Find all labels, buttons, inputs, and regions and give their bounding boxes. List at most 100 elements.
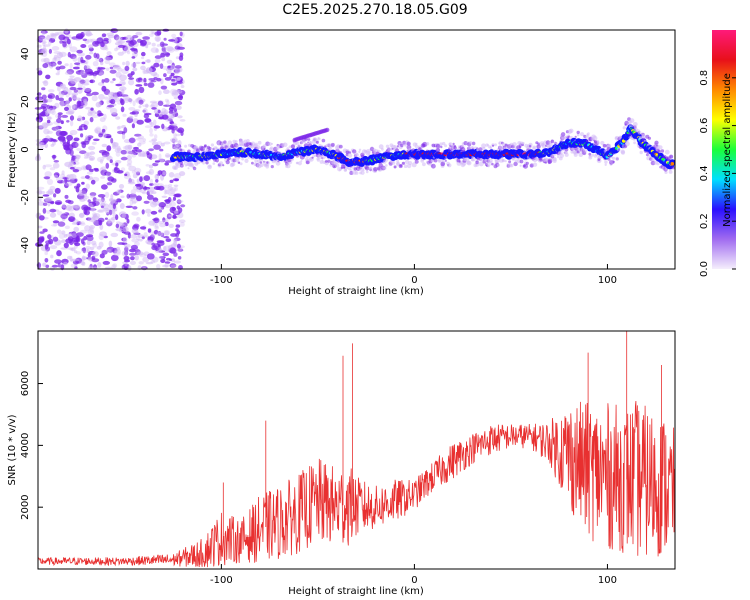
- ridge-halo: [212, 162, 216, 165]
- noise-speck: [146, 188, 150, 192]
- noise-speck: [129, 48, 138, 51]
- noise-speck: [86, 171, 93, 175]
- ridge-halo: [545, 140, 551, 145]
- ridge-halo: [588, 152, 592, 156]
- noise-speck: [175, 224, 181, 228]
- noise-speck: [140, 65, 146, 71]
- noise-speck: [99, 117, 106, 123]
- noise-speck: [89, 225, 95, 230]
- ridge-halo: [215, 158, 219, 163]
- noise-speck: [117, 130, 124, 135]
- noise-speck: [43, 80, 49, 87]
- ridge-halo: [471, 156, 476, 162]
- noise-speck: [106, 171, 112, 176]
- noise-speck: [140, 39, 147, 46]
- y-tick-label: 0: [20, 146, 31, 152]
- noise-speck: [130, 234, 137, 239]
- noise-speck: [57, 114, 62, 119]
- noise-speck: [43, 57, 50, 63]
- noise-speck: [94, 127, 102, 133]
- noise-speck: [179, 171, 186, 177]
- noise-speck: [36, 186, 45, 190]
- noise-speck: [69, 247, 74, 251]
- noise-speck: [83, 156, 89, 159]
- noise-speck: [67, 255, 72, 260]
- ridge-halo: [585, 139, 589, 142]
- noise-speck: [62, 139, 66, 144]
- ridge-halo: [645, 153, 649, 157]
- noise-speck: [82, 86, 86, 91]
- noise-speck: [132, 51, 138, 58]
- noise-speck: [153, 182, 160, 186]
- noise-speck: [61, 170, 65, 176]
- noise-speck: [157, 231, 162, 236]
- noise-speck: [84, 88, 91, 92]
- noise-speck: [99, 159, 104, 164]
- noise-speck: [79, 212, 85, 219]
- noise-speck: [102, 260, 111, 265]
- noise-speck: [159, 148, 164, 152]
- noise-speck: [45, 264, 50, 268]
- noise-speck: [121, 88, 125, 95]
- noise-speck: [92, 200, 100, 207]
- noise-speck: [95, 126, 101, 132]
- ridge-halo: [547, 158, 553, 164]
- noise-speck: [126, 218, 130, 224]
- ridge-halo: [425, 142, 430, 146]
- noise-speck: [64, 71, 73, 76]
- noise-speck: [45, 111, 49, 116]
- noise-speck: [170, 72, 175, 77]
- ridge-halo: [269, 146, 274, 150]
- noise-speck: [163, 37, 167, 41]
- spectrogram-x-label: Height of straight line (km): [288, 286, 424, 297]
- noise-speck: [89, 246, 95, 251]
- x-tick-label: 0: [411, 275, 417, 286]
- ridge-halo: [536, 144, 541, 149]
- noise-speck: [78, 221, 83, 225]
- noise-speck: [109, 69, 117, 74]
- ridge-halo: [257, 140, 262, 145]
- noise-speck: [87, 112, 93, 117]
- ridge-halo: [391, 147, 394, 150]
- noise-speck: [110, 137, 114, 144]
- noise-speck: [174, 186, 178, 192]
- noise-speck: [168, 39, 176, 42]
- noise-speck: [135, 183, 142, 187]
- noise-speck: [169, 258, 173, 262]
- ridge-halo: [277, 160, 280, 163]
- noise-speck: [155, 48, 159, 53]
- noise-speck: [73, 89, 78, 93]
- ridge-halo: [448, 142, 453, 146]
- noise-speck: [86, 240, 91, 246]
- ridge-halo: [588, 155, 593, 160]
- noise-speck: [69, 173, 77, 180]
- noise-speck: [82, 38, 88, 42]
- noise-speck: [149, 199, 154, 204]
- noise-speck: [116, 126, 121, 130]
- noise-speck: [143, 82, 148, 87]
- noise-speck: [43, 176, 51, 180]
- noise-speck: [41, 41, 47, 44]
- noise-speck: [134, 167, 142, 174]
- noise-speck: [170, 88, 177, 95]
- ridge-halo: [650, 157, 655, 162]
- noise-speck: [46, 119, 51, 124]
- snr-y-label: SNR (10 * v/v): [7, 414, 18, 485]
- noise-speck: [169, 103, 177, 110]
- noise-speck: [107, 218, 111, 224]
- noise-speck: [162, 66, 169, 70]
- noise-speck: [101, 196, 105, 202]
- ridge-halo: [295, 141, 300, 146]
- ridge-halo: [179, 163, 184, 168]
- noise-speck: [52, 139, 58, 143]
- noise-speck: [163, 89, 170, 94]
- noise-speck: [156, 30, 162, 36]
- noise-speck: [97, 194, 106, 198]
- ridge-halo: [218, 161, 224, 166]
- noise-speck: [178, 94, 183, 101]
- noise-speck: [42, 228, 48, 233]
- noise-speck: [69, 75, 75, 78]
- ridge-halo: [574, 135, 577, 138]
- noise-speck: [100, 205, 104, 209]
- ridge-halo: [232, 139, 236, 144]
